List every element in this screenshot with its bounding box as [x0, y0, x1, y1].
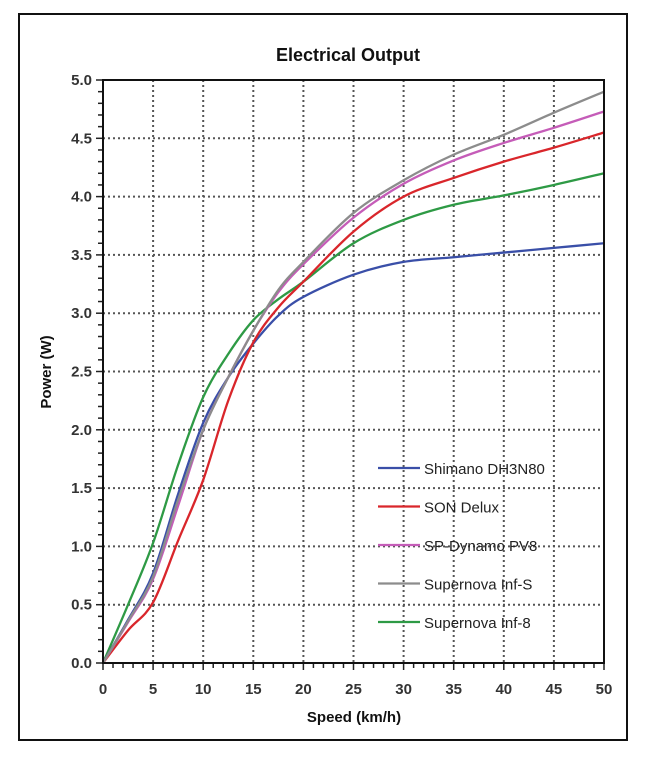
legend-label: SON Delux — [424, 500, 500, 517]
y-tick-label: 1.5 — [71, 480, 92, 497]
x-tick-label: 0 — [99, 681, 107, 698]
chart-title: Electrical Output — [276, 45, 420, 65]
y-tick-label: 0.0 — [71, 655, 92, 672]
x-axis-title: Speed (km/h) — [307, 709, 401, 726]
y-tick-label: 5.0 — [71, 72, 92, 89]
x-tick-label: 20 — [295, 681, 312, 698]
legend-item: Supernova Inf-S — [378, 577, 532, 594]
y-axis-title: Power (W) — [38, 335, 55, 408]
legend-label: Supernova Inf-S — [424, 577, 532, 594]
y-tick-label: 3.5 — [71, 247, 92, 264]
series-group — [101, 90, 605, 664]
x-tick-label: 5 — [149, 681, 157, 698]
grid — [103, 80, 604, 663]
x-tick-label: 45 — [546, 681, 563, 698]
y-tick-label: 2.0 — [71, 422, 92, 439]
x-tick-label: 10 — [195, 681, 212, 698]
x-tick-label: 40 — [495, 681, 512, 698]
series-line-supernova-inf-8 — [101, 172, 605, 664]
legend-item: SP-Dynamo PV8 — [378, 538, 537, 555]
legend-item: SON Delux — [378, 500, 500, 517]
legend-item: Shimano DH3N80 — [378, 461, 545, 478]
series-line-sp-dynamo-pv8 — [102, 110, 605, 664]
x-tick-labels: 0 5 10 15 20 25 30 35 40 45 50 — [99, 681, 613, 698]
y-tick-label: 1.0 — [71, 538, 92, 555]
y-tick-label: 4.0 — [71, 189, 92, 206]
legend-label: Shimano DH3N80 — [424, 461, 545, 478]
plot-area-border — [102, 79, 605, 664]
legend-label: SP-Dynamo PV8 — [424, 538, 537, 555]
y-tick-label: 4.5 — [71, 130, 92, 147]
legend: Shimano DH3N80 SON Delux SP-Dynamo PV8 Supe… — [378, 461, 545, 632]
y-tick-label: 2.5 — [71, 364, 92, 381]
legend-label: Supernova Inf-8 — [424, 615, 531, 632]
x-tick-label: 35 — [445, 681, 462, 698]
x-tick-label: 15 — [245, 681, 262, 698]
chart-frame — [18, 13, 628, 741]
x-tick-label: 25 — [345, 681, 362, 698]
y-tick-label: 3.0 — [71, 305, 92, 322]
legend-item: Supernova Inf-8 — [378, 615, 531, 632]
x-tick-label: 30 — [395, 681, 412, 698]
series-line-supernova-inf-s — [102, 90, 605, 664]
series-line-son-delux — [102, 131, 605, 664]
series-line-shimano-dh3n80 — [102, 242, 605, 664]
y-tick-labels: 0.0 0.5 1.0 1.5 2.0 2.5 3.0 3.5 4.0 4.5 5.0 — [71, 72, 92, 672]
y-tick-label: 0.5 — [71, 597, 92, 614]
x-tick-label: 50 — [596, 681, 613, 698]
